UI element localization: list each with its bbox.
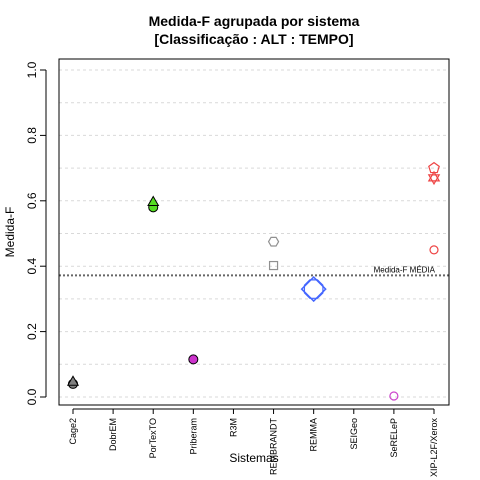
y-tick-label: 0.4 bbox=[25, 258, 39, 275]
data-point-circle-open bbox=[429, 245, 439, 255]
x-tick-label: DobrEM bbox=[108, 418, 118, 451]
chart-title-line1: Medida-F agrupada por sistema bbox=[149, 13, 360, 29]
x-tick-label: SeRELeP bbox=[389, 418, 399, 458]
reference-line-group: Medida-F MÉDIA bbox=[59, 265, 449, 277]
grid bbox=[59, 69, 449, 398]
reference-line-label: Medida-F MÉDIA bbox=[374, 265, 436, 274]
x-axis: Cage2 DobrEM PorTexTO Priberam R3M REMBRANDT R… bbox=[68, 408, 439, 478]
data-point-triangle bbox=[147, 195, 160, 206]
plot-frame bbox=[58, 58, 450, 406]
data-point-star bbox=[427, 170, 441, 182]
x-tick-label: R3M bbox=[228, 418, 238, 437]
data-points bbox=[66, 161, 441, 401]
data-point-hexagon bbox=[267, 236, 280, 247]
x-tick-label: Priberam bbox=[188, 418, 198, 455]
data-point-circle bbox=[188, 354, 199, 365]
y-tick-label: 0.8 bbox=[25, 127, 39, 144]
y-axis: 0.0 0.2 0.4 0.6 0.8 1.0 bbox=[25, 61, 47, 405]
x-axis-label: Sistemas bbox=[229, 451, 278, 465]
data-point-star-inverted bbox=[427, 174, 441, 186]
y-tick-label: 1.0 bbox=[25, 61, 39, 78]
chart-title-line2: [Classificação : ALT : TEMPO] bbox=[154, 31, 353, 47]
x-tick-label: SEIGeo bbox=[349, 418, 359, 450]
y-tick-label: 0.0 bbox=[25, 388, 39, 405]
x-tick-label: Cage2 bbox=[68, 418, 78, 445]
data-point-triangle bbox=[66, 375, 80, 386]
x-tick-label: PorTexTO bbox=[148, 418, 158, 458]
x-tick-label: REMMA bbox=[309, 418, 319, 452]
y-axis-label: Medida-F bbox=[3, 207, 17, 258]
data-point-diamond-large bbox=[300, 276, 327, 303]
data-point-circle-open bbox=[389, 391, 399, 401]
x-tick-label: REMBRANDT bbox=[269, 418, 279, 476]
y-tick-label: 0.2 bbox=[25, 323, 39, 340]
data-point-square bbox=[268, 260, 279, 271]
data-point-diamond-inner bbox=[303, 279, 324, 299]
x-tick-label: XIP-L2F/Xerox bbox=[429, 418, 439, 478]
y-tick-label: 0.6 bbox=[25, 192, 39, 209]
